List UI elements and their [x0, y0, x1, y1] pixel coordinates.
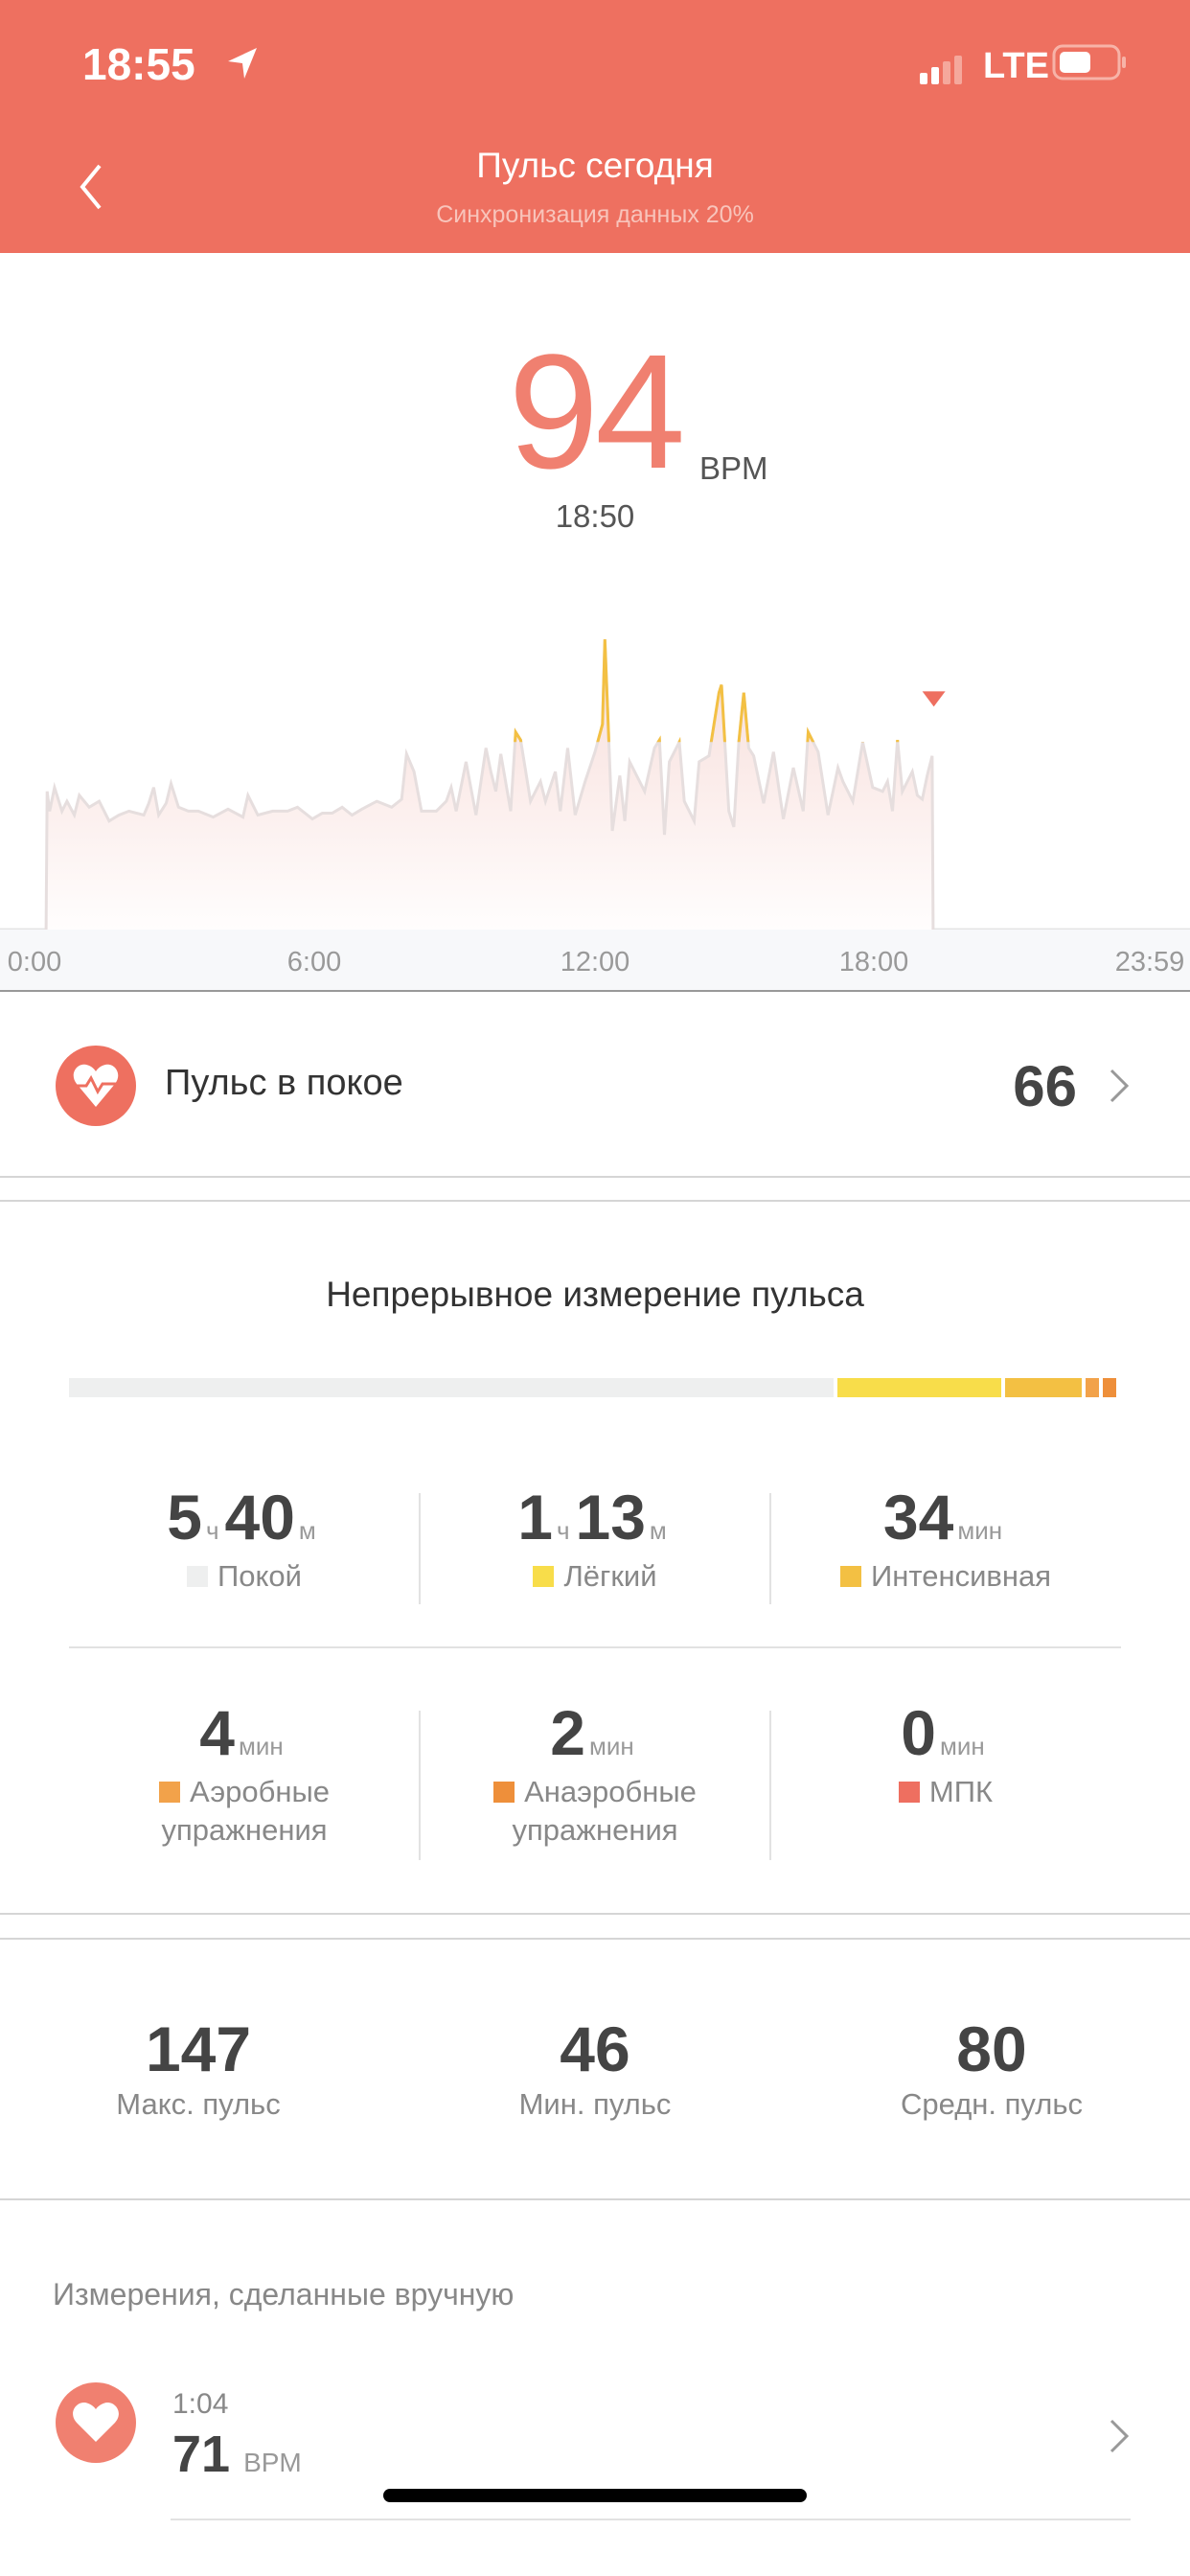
zone-minutes: 40 [224, 1482, 295, 1552]
current-value: 94 [508, 321, 685, 503]
heart-rate-area [46, 639, 933, 930]
zone-label: МПК [928, 1775, 994, 1808]
location-arrow-icon [228, 48, 257, 79]
divider [419, 1493, 421, 1604]
x-tick: 0:00 [7, 947, 62, 978]
divider [171, 2518, 1131, 2520]
divider [0, 1176, 1190, 1178]
current-time: 18:50 [555, 498, 635, 534]
zone-light: 1 ч13 м Лёгкий [420, 1481, 770, 1596]
divider [0, 2198, 1190, 2200]
chevron-right-icon [1110, 2419, 1130, 2453]
summary-label: Мин. пульс [518, 2087, 672, 2121]
zone-segment-aerobic [1085, 1378, 1099, 1397]
zone-segment-light [836, 1378, 1002, 1397]
current-heart-rate: 94 [0, 331, 1190, 494]
x-tick: 18:00 [838, 947, 909, 978]
zone-label: Интенсивная [870, 1559, 1052, 1593]
zone-label: Покой [217, 1559, 302, 1593]
zone-hours-unit: ч [205, 1516, 219, 1545]
current-unit: BPM [699, 450, 768, 486]
heart-rate-chart[interactable] [0, 575, 1190, 932]
zone-segment-intensive [1005, 1378, 1082, 1397]
zone-minutes: 13 [575, 1482, 646, 1552]
zone-minutes: 34 [882, 1482, 954, 1552]
manual-title: Измерения, сделанные вручную [53, 2277, 515, 2312]
manual-time: 1:04 [172, 2388, 229, 2420]
x-tick: 6:00 [286, 947, 342, 978]
zone-segment-anaerobic [1102, 1378, 1116, 1397]
zone-intensive: 34 мин Интенсивная [770, 1481, 1121, 1596]
page-title: Пульс сегодня [476, 146, 714, 185]
manual-measurement-item[interactable]: 1:04 71 BPM [0, 2367, 1190, 2520]
zone-minutes-unit: мин [588, 1732, 634, 1760]
zone-minutes: 2 [550, 1697, 585, 1768]
continuous-title: Непрерывное измерение пульса [326, 1275, 864, 1314]
x-tick: 23:59 [1114, 947, 1185, 978]
legend-swatch [187, 1566, 208, 1587]
zone-mpk: 0 мин МПК [770, 1696, 1121, 1811]
zone-anaerobic: 2 мин Анаэробные упражнения [420, 1696, 770, 1850]
zone-hours: 1 [517, 1482, 553, 1552]
legend-swatch [533, 1566, 555, 1587]
zone-minutes-unit: мин [957, 1516, 1003, 1545]
zone-label: Лёгкий [563, 1559, 657, 1593]
zone-minutes: 4 [199, 1697, 235, 1768]
manual-value: 71 [172, 2426, 231, 2483]
zone-rest: 5 ч40 м Покой [69, 1481, 420, 1596]
max-heart-rate: 147 Макс. пульс [0, 2012, 397, 2122]
sync-status: Синхронизация данных 20% [436, 201, 754, 228]
battery-icon [1052, 44, 1126, 80]
divider [0, 1913, 1190, 1915]
divider [769, 1711, 771, 1860]
home-indicator[interactable] [383, 2489, 807, 2502]
legend-swatch [898, 1782, 920, 1803]
summary-value: 46 [560, 2013, 630, 2084]
signal-icon [920, 56, 962, 84]
resting-value: 66 [1013, 1054, 1077, 1118]
divider [0, 1200, 1190, 1202]
zone-minutes: 0 [901, 1697, 936, 1768]
chevron-right-icon [1110, 1069, 1130, 1103]
status-time: 18:55 [82, 39, 195, 89]
divider [0, 1938, 1190, 1940]
heart-icon [56, 2382, 136, 2463]
divider [769, 1493, 771, 1604]
legend-swatch [158, 1782, 180, 1803]
summary-value: 147 [145, 2013, 252, 2084]
header-bar [0, 0, 1190, 253]
network-label: LTE [983, 46, 1049, 86]
summary-label: Макс. пульс [116, 2087, 281, 2121]
divider [419, 1711, 421, 1860]
legend-swatch [839, 1566, 861, 1587]
chart-x-axis: 0:00 6:00 12:00 18:00 23:59 [0, 930, 1190, 992]
avg-heart-rate: 80 Средн. пульс [793, 2012, 1190, 2122]
divider [69, 1646, 1121, 1648]
x-tick: 12:00 [560, 947, 630, 978]
manual-unit: BPM [243, 2448, 302, 2477]
legend-swatch [493, 1782, 515, 1803]
back-chevron-icon[interactable] [75, 163, 109, 211]
zone-minutes-unit: мин [939, 1732, 985, 1760]
heart-rate-line [44, 639, 935, 931]
zone-aerobic: 4 мин Аэробные упражнения [69, 1696, 420, 1850]
min-heart-rate: 46 Мин. пульс [397, 2012, 793, 2122]
heart-pulse-icon [56, 1046, 136, 1126]
zone-minutes-unit: мин [238, 1732, 284, 1760]
zone-hours: 5 [167, 1482, 202, 1552]
resting-label: Пульс в покое [165, 1063, 403, 1103]
zone-label: Аэробные упражнения [161, 1775, 331, 1847]
zone-label: Анаэробные упражнения [512, 1775, 697, 1847]
zone-minutes-unit: м [649, 1516, 667, 1545]
current-marker-icon [922, 691, 946, 707]
zone-distribution-bar [69, 1378, 1116, 1397]
summary-label: Средн. пульс [901, 2087, 1083, 2121]
zone-hours-unit: ч [556, 1516, 570, 1545]
summary-value: 80 [956, 2013, 1027, 2084]
resting-heart-rate-row[interactable]: Пульс в покое 66 [0, 994, 1190, 1176]
zone-segment-rest [69, 1378, 834, 1397]
zone-minutes-unit: м [298, 1516, 316, 1545]
